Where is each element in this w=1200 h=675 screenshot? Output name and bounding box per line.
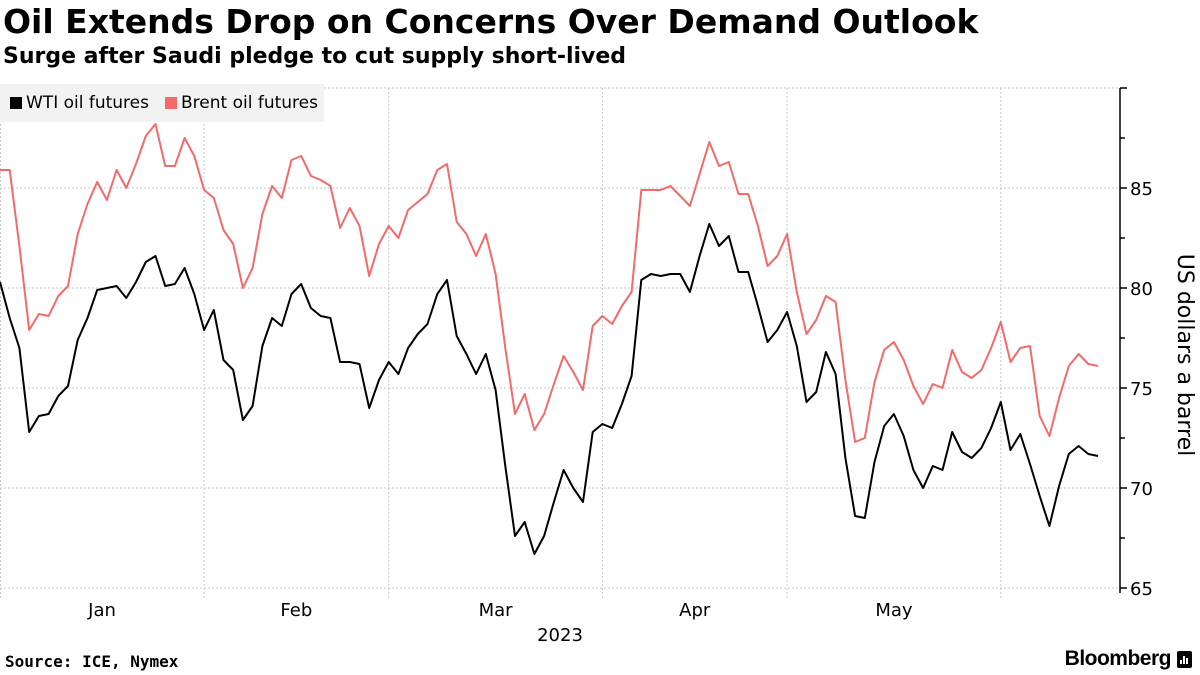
legend-item-brent[interactable]: Brent oil futures bbox=[165, 93, 318, 113]
legend: WTI oil futures Brent oil futures bbox=[0, 84, 324, 122]
series-line-brent bbox=[0, 123, 1099, 443]
series-line-wti bbox=[0, 223, 1099, 555]
x-tick-label-may: May bbox=[875, 600, 913, 621]
source-note: Source: ICE, Nymex bbox=[5, 652, 179, 671]
chart-subtitle: Surge after Saudi pledge to cut supply s… bbox=[3, 44, 627, 69]
y-axis: 65 70 75 80 85 bbox=[1119, 87, 1153, 600]
y-tick-label-80: 80 bbox=[1130, 279, 1153, 300]
y-tick-label-65: 65 bbox=[1130, 579, 1153, 600]
legend-label-brent: Brent oil futures bbox=[181, 93, 318, 113]
legend-swatch-wti bbox=[10, 97, 22, 109]
x-tick-label-jan: Jan bbox=[87, 600, 116, 621]
x-axis-labels: Jan Feb Mar Apr May bbox=[87, 600, 913, 621]
x-axis-year-label: 2023 bbox=[537, 625, 583, 646]
grid-lines bbox=[0, 87, 1120, 598]
legend-swatch-brent bbox=[165, 97, 177, 109]
y-tick-label-75: 75 bbox=[1130, 379, 1153, 400]
brand-name: Bloomberg bbox=[1064, 647, 1172, 670]
y-tick-label-70: 70 bbox=[1130, 479, 1153, 500]
bloomberg-chart-icon bbox=[1177, 650, 1192, 668]
chart-title: Oil Extends Drop on Concerns Over Demand… bbox=[3, 2, 979, 41]
legend-item-wti[interactable]: WTI oil futures bbox=[10, 93, 149, 113]
x-tick-label-mar: Mar bbox=[479, 600, 514, 621]
y-tick-label-85: 85 bbox=[1130, 179, 1153, 200]
x-tick-label-feb: Feb bbox=[280, 600, 312, 621]
series-lines bbox=[0, 123, 1099, 555]
brand-logo: Bloomberg bbox=[1065, 647, 1192, 671]
x-tick-label-apr: Apr bbox=[679, 600, 711, 621]
legend-label-wti: WTI oil futures bbox=[26, 93, 149, 113]
y-axis-title: US dollars a barrel bbox=[1172, 254, 1197, 456]
